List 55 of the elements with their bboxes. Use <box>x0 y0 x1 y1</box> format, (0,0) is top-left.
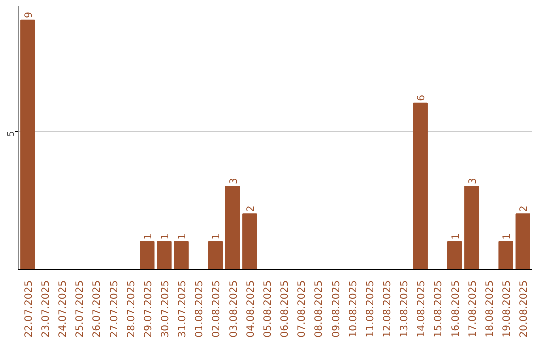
x-tick-label: 03.08.2025 <box>228 280 240 338</box>
x-tick-label: 15.08.2025 <box>434 280 445 338</box>
x-tick-label: 24.07.2025 <box>58 280 70 338</box>
x-tick-label: 04.08.2025 <box>246 280 257 338</box>
bar <box>157 241 172 270</box>
bar <box>413 102 428 270</box>
x-tick-label: 31.07.2025 <box>178 280 189 338</box>
bar <box>208 241 224 270</box>
bar <box>516 214 530 270</box>
bar <box>464 186 480 270</box>
data-label: 3 <box>468 178 479 184</box>
x-tick-label: 27.07.2025 <box>109 280 120 338</box>
x-tick-label: 02.08.2025 <box>212 280 223 338</box>
x-tick-label: 17.08.2025 <box>468 280 479 338</box>
x-tick-label: 18.08.2025 <box>484 280 496 338</box>
bar <box>20 20 36 270</box>
data-label: 6 <box>416 95 428 102</box>
bar <box>140 241 155 270</box>
data-label: 1 <box>160 233 172 240</box>
x-tick-label: 30.07.2025 <box>160 280 172 338</box>
y-tick-label: 5 <box>7 131 17 137</box>
data-label: 1 <box>450 233 462 240</box>
bar <box>447 241 462 270</box>
x-tick-label: 12.08.2025 <box>382 280 394 338</box>
data-label: 3 <box>228 178 240 184</box>
x-tick-label: 08.08.2025 <box>314 280 326 338</box>
x-tick-label: 07.08.2025 <box>297 280 308 338</box>
x-tick-label: 16.08.2025 <box>450 280 462 338</box>
x-tick-label: 23.07.2025 <box>40 280 52 338</box>
x-tick-label: 25.07.2025 <box>75 280 86 338</box>
x-tick-label: 29.07.2025 <box>143 280 154 338</box>
x-tick-label: 26.07.2025 <box>92 280 104 338</box>
x-tick-label: 06.08.2025 <box>280 280 292 338</box>
x-tick-label: 13.08.2025 <box>400 280 411 338</box>
x-tick-label: 22.07.2025 <box>24 280 35 338</box>
data-label: 2 <box>519 206 530 212</box>
x-tick-label: 05.08.2025 <box>262 280 274 338</box>
bar <box>498 241 514 270</box>
x-tick-label: 10.08.2025 <box>348 280 360 338</box>
bar <box>225 186 240 270</box>
x-tick-label: 28.07.2025 <box>126 280 138 338</box>
x-tick-label: 09.08.2025 <box>331 280 342 338</box>
x-tick-label: 11.08.2025 <box>365 280 376 338</box>
data-label: 1 <box>502 233 514 240</box>
x-tick-label: 14.08.2025 <box>416 280 428 338</box>
x-tick-label: 01.08.2025 <box>194 280 206 338</box>
data-label: 9 <box>24 12 35 18</box>
bar <box>174 241 189 270</box>
data-label: 1 <box>212 233 223 240</box>
data-label: 2 <box>246 206 257 212</box>
data-label: 1 <box>178 233 189 240</box>
bar <box>242 214 258 270</box>
x-tick-label: 20.08.2025 <box>519 280 530 338</box>
x-tick-label: 19.08.2025 <box>502 280 514 338</box>
data-label: 1 <box>143 233 154 240</box>
